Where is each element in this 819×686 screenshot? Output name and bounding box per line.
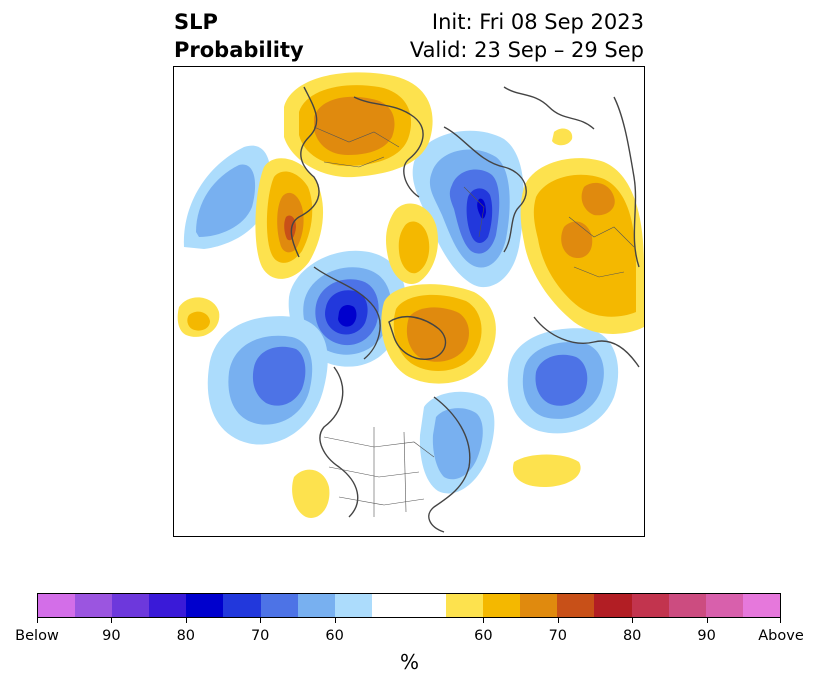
colorbar-segment <box>446 594 484 617</box>
title-left: SLP Probability <box>174 8 304 64</box>
colorbar-segment <box>408 594 447 617</box>
coastlines <box>290 86 640 533</box>
colorbar-segment <box>297 594 335 617</box>
colorbar <box>37 593 781 618</box>
colorbar-segment <box>594 594 632 617</box>
colorbar-segment <box>223 594 261 617</box>
colorbar-segment <box>371 594 409 617</box>
title-type: Probability <box>174 38 304 62</box>
country-borders <box>313 126 635 517</box>
colorbar-segment <box>557 594 595 617</box>
colorbar-tick-mark <box>632 618 634 623</box>
colorbar-tick-mark <box>334 618 336 623</box>
colorbar-tick-mark <box>37 618 38 623</box>
colorbar-segment <box>520 594 558 617</box>
colorbar-tick-label: 80 <box>622 628 642 644</box>
colorbar-tick-label: 90 <box>102 628 121 644</box>
colorbar-tick-label: Below <box>15 628 59 644</box>
colorbar-segment <box>149 594 187 617</box>
colorbar-tick-label: 80 <box>176 628 196 644</box>
polar-map <box>173 66 645 537</box>
colorbar-tick-label: 60 <box>474 628 493 644</box>
colorbar-unit-label: % <box>399 650 419 674</box>
colorbar-tick-mark <box>111 618 113 623</box>
colorbar-segment <box>483 594 521 617</box>
colorbar-segment <box>260 594 298 617</box>
init-date: Init: Fri 08 Sep 2023 <box>431 10 644 34</box>
colorbar-tick-label: 70 <box>548 628 568 644</box>
colorbar-tick-label: 90 <box>697 628 716 644</box>
colorbar-tick-label: 60 <box>325 628 344 644</box>
title-right: Init: Fri 08 Sep 2023 Valid: 23 Sep – 29… <box>410 8 644 64</box>
colorbar-segment <box>75 594 113 617</box>
colorbar-tick-label: Above <box>758 628 804 644</box>
colorbar-segment <box>38 594 76 617</box>
colorbar-segment <box>705 594 743 617</box>
colorbar-segment <box>112 594 150 617</box>
title-variable: SLP <box>174 10 218 34</box>
colorbar-tick-mark <box>185 618 187 623</box>
colorbar-tick-mark <box>260 618 262 623</box>
colorbar-segment <box>334 594 372 617</box>
valid-range: Valid: 23 Sep – 29 Sep <box>409 38 644 62</box>
colorbar-segment <box>186 594 224 617</box>
colorbar-tick-mark <box>706 618 708 623</box>
colorbar-tick-mark <box>483 618 485 623</box>
colorbar-segment <box>668 594 706 617</box>
colorbar-tick-mark <box>780 618 781 623</box>
colorbar-tick-label: 70 <box>250 628 270 644</box>
probability-map-svg <box>174 67 644 536</box>
colorbar-segment <box>742 594 780 617</box>
colorbar-tick-mark <box>557 618 559 623</box>
colorbar-segment <box>631 594 669 617</box>
colorbar-ticks: Below 90 80 70 60 60 70 80 90 Above <box>0 628 819 646</box>
